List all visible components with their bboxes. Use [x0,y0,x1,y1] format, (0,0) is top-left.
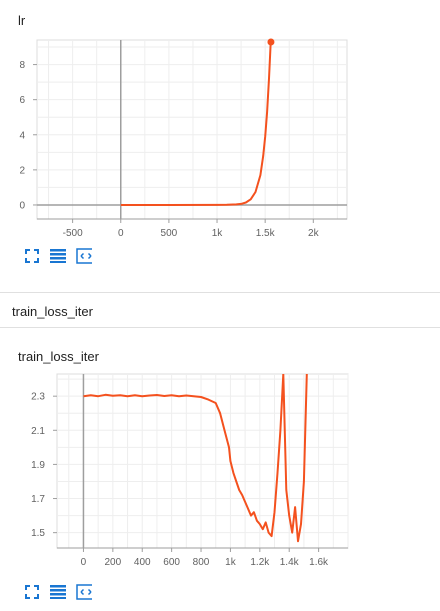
x-tick-label: 500 [161,228,178,239]
x-tick-label: 1.2k [250,557,270,568]
y-tick-label: 4 [19,130,25,141]
expand-chart-icon [76,248,92,264]
toggle-y-log-icon [50,585,66,599]
plot-area [36,39,348,220]
lr-chart-toolbar [24,248,92,264]
toggle-y-log-button[interactable] [50,248,66,264]
y-tick-label: 2.3 [31,392,45,403]
y-tick-label: 1.7 [31,494,45,505]
fit-domain-button[interactable] [24,248,40,264]
fit-domain-button[interactable] [24,584,40,600]
x-tick-label: 1k [225,557,237,568]
series-line[interactable] [83,374,308,543]
lr-chart-title: lr [18,13,26,28]
y-tick-label: 2.1 [31,426,45,437]
y-tick-label: 1.9 [31,460,45,471]
y-tick-label: 8 [19,60,25,71]
x-tick-label: -500 [63,228,83,239]
section-header[interactable]: train_loss_iter [0,292,440,328]
y-tick-label: 2 [19,165,25,176]
x-tick-label: 2k [308,228,320,239]
expand-chart-icon [76,584,92,600]
x-tick-label: 600 [163,557,180,568]
series-end-marker[interactable] [267,38,275,46]
y-tick-label: 0 [19,200,25,211]
x-tick-label: 1.5k [256,228,276,239]
y-tick-label: 1.5 [31,528,45,539]
y-tick-label: 6 [19,95,25,106]
x-tick-label: 1.6k [309,557,329,568]
x-tick-label: 0 [81,557,87,568]
lr-chart[interactable]: -500 0 500 1k 1.5k 2k 0 2 4 6 8 [0,30,440,240]
loss-chart[interactable]: 0 200 400 600 800 1k 1.2k 1.4k 1.6k 1.5 1.7 1.9 2.1 2… [0,365,440,577]
expand-chart-button[interactable] [76,584,92,600]
x-tick-label: 1.4k [280,557,300,568]
x-tick-label: 200 [105,557,122,568]
x-tick-label: 1k [212,228,224,239]
x-tick-label: 0 [118,228,124,239]
series-line[interactable] [120,38,272,206]
loss-chart-toolbar [24,584,92,600]
section-header-title: train_loss_iter [12,304,93,319]
x-tick-label: 800 [193,557,210,568]
fit-domain-icon [25,585,39,599]
fit-domain-icon [25,249,39,263]
toggle-y-log-icon [50,249,66,263]
toggle-y-log-button[interactable] [50,584,66,600]
loss-chart-title: train_loss_iter [18,349,99,364]
expand-chart-button[interactable] [76,248,92,264]
x-tick-label: 400 [134,557,151,568]
